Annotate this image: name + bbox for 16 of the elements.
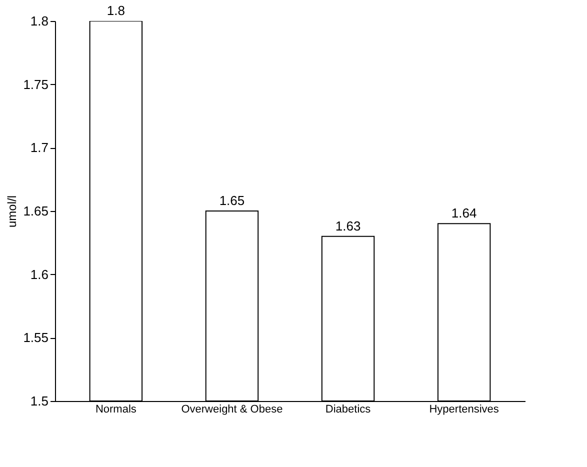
- y-tick-label: 1.6: [30, 266, 48, 282]
- y-tick-label: 1.55: [23, 330, 48, 346]
- y-tick-label: 1.75: [23, 76, 48, 92]
- x-tick-label: Diabetics: [325, 404, 372, 416]
- y-tick-label: 1.5: [30, 394, 48, 408]
- y-axis-title: umol/l: [5, 195, 20, 228]
- y-tick-label: 1.8: [30, 14, 48, 28]
- x-tick-label: Normals: [95, 404, 137, 416]
- y-tick-label: 1.7: [30, 140, 48, 156]
- x-tick-label: Overweight & Obese: [181, 404, 283, 416]
- data-label: 1.63: [335, 218, 361, 234]
- data-label: 1.8: [106, 3, 125, 18]
- y-tick-label: 1.65: [23, 204, 48, 218]
- data-label: 1.65: [219, 193, 245, 208]
- x-tick-label: Hypertensives: [429, 404, 500, 416]
- data-label: 1.64: [451, 206, 477, 221]
